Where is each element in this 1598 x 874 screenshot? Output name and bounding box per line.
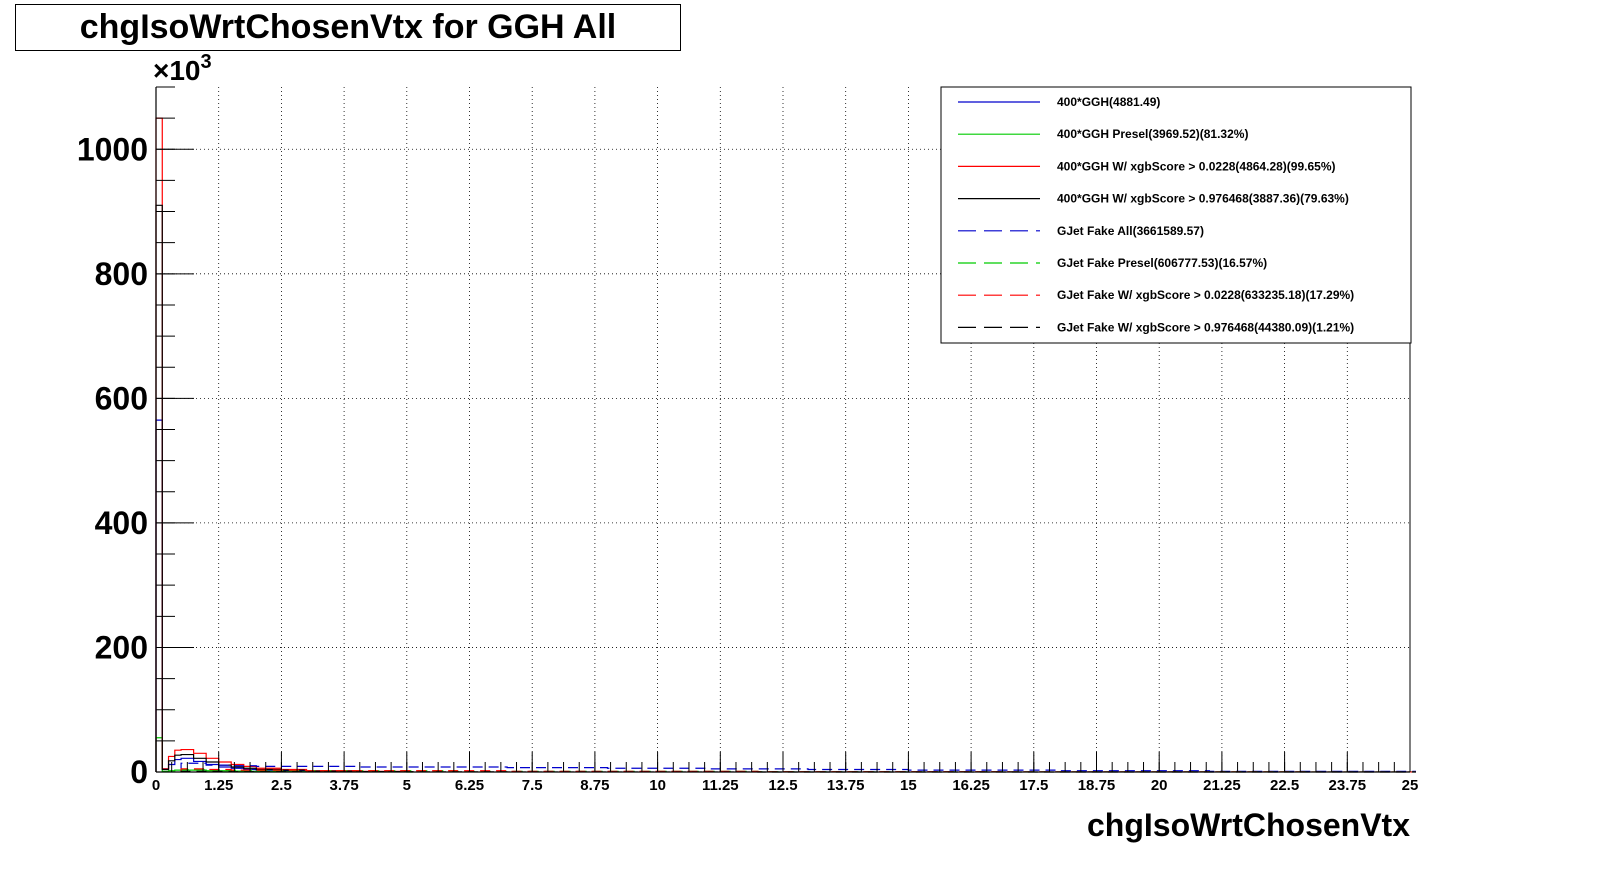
x-tick-label: 21.25 — [1203, 777, 1241, 794]
legend-label: 400*GGH Presel(3969.52)(81.32%) — [1057, 127, 1248, 141]
y-tick-label: 800 — [95, 256, 148, 292]
x-tick-label: 1.25 — [204, 777, 233, 794]
y-multiplier-label: ×103 — [153, 51, 212, 86]
y-tick-label: 400 — [95, 505, 148, 541]
legend-label: 400*GGH W/ xgbScore > 0.976468(3887.36)(… — [1057, 192, 1349, 206]
x-tick-label: 17.5 — [1019, 777, 1048, 794]
x-tick-label: 20 — [1151, 777, 1168, 794]
legend-label: GJet Fake W/ xgbScore > 0.0228(633235.18… — [1057, 288, 1354, 302]
legend-label: GJet Fake All(3661589.57) — [1057, 224, 1204, 238]
y-multiplier-exponent: 3 — [201, 51, 212, 73]
y-tick-label: 200 — [95, 629, 148, 665]
legend-label: GJet Fake W/ xgbScore > 0.976468(44380.0… — [1057, 320, 1354, 334]
legend-label: GJet Fake Presel(606777.53)(16.57%) — [1057, 256, 1267, 270]
x-tick-label: 8.75 — [580, 777, 609, 794]
x-tick-label: 11.25 — [702, 777, 739, 794]
series-line — [155, 419, 413, 773]
series-line — [180, 762, 1416, 772]
x-tick-label: 6.25 — [455, 777, 484, 794]
legend-label: 400*GGH(4881.49) — [1057, 95, 1160, 109]
x-tick-label: 13.75 — [827, 777, 865, 794]
chart-title: chgIsoWrtChosenVtx for GGH All — [79, 8, 617, 46]
x-tick-label: 23.75 — [1329, 777, 1367, 794]
x-tick-label: 25 — [1402, 777, 1419, 794]
axes: 0 1.25 2.5 3.75 5 6.25 7.5 8.75 10 11.25 12.5 13.75… — [77, 86, 1419, 794]
y-tick-label: 600 — [95, 380, 148, 416]
x-tick-label: 12.5 — [768, 777, 797, 794]
series-line — [155, 204, 413, 773]
x-tick-label: 22.5 — [1270, 777, 1299, 794]
y-multiplier-base: ×10 — [153, 55, 201, 86]
x-tick-label: 0 — [152, 777, 160, 794]
x-tick-label: 10 — [649, 777, 666, 794]
x-tick-label: 18.75 — [1078, 777, 1116, 794]
x-tick-label: 7.5 — [522, 777, 543, 794]
y-tick-label: 1000 — [77, 131, 148, 167]
legend-box — [940, 86, 1412, 344]
x-tick-label: 3.75 — [329, 777, 358, 794]
x-axis-title: chgIsoWrtChosenVtx — [1087, 807, 1410, 843]
legend-label: 400*GGH W/ xgbScore > 0.0228(4864.28)(99… — [1057, 159, 1335, 173]
x-tick-label: 16.25 — [952, 777, 990, 794]
x-tick-label: 2.5 — [271, 777, 292, 794]
y-tick-label: 0 — [130, 754, 148, 790]
chart-title-box: chgIsoWrtChosenVtx for GGH All — [15, 4, 681, 51]
series-line — [155, 117, 413, 773]
legend: 400*GGH(4881.49) 400*GGH Presel(3969.52)(… — [940, 86, 1412, 344]
x-tick-label: 15 — [900, 777, 917, 794]
x-tick-label: 5 — [403, 777, 411, 794]
